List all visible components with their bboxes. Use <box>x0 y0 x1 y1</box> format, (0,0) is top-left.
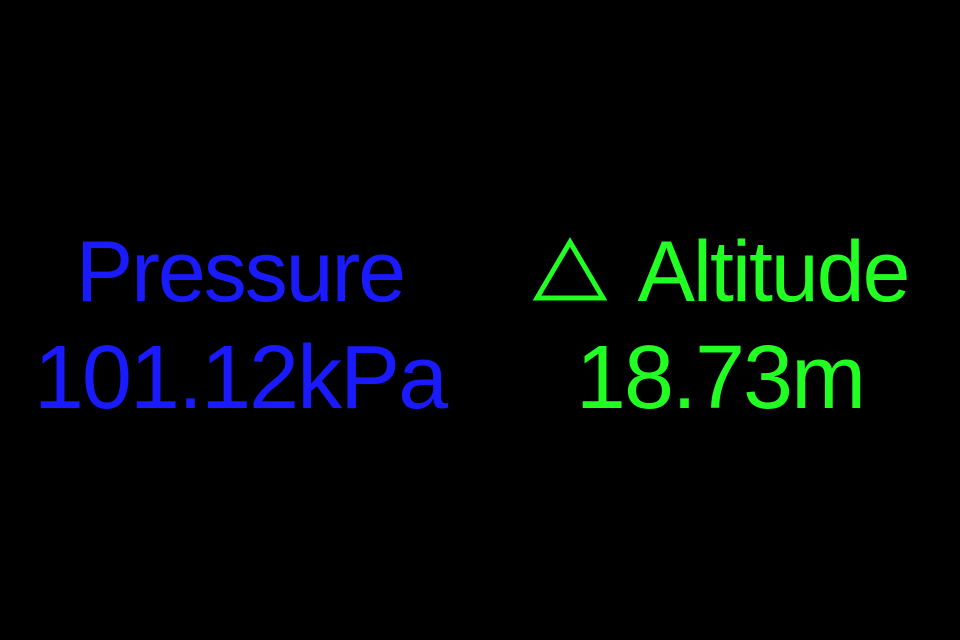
altitude-label-row: Altitude <box>500 222 940 322</box>
altitude-value: 18.73m <box>575 328 866 428</box>
pressure-panel: Pressure 101.12kPa <box>12 222 468 434</box>
pressure-label: Pressure <box>75 224 406 320</box>
pressure-value: 101.12kPa <box>33 328 448 428</box>
altitude-panel: Altitude 18.73m <box>500 222 940 434</box>
delta-icon <box>532 237 608 303</box>
altitude-label: Altitude <box>637 224 911 320</box>
